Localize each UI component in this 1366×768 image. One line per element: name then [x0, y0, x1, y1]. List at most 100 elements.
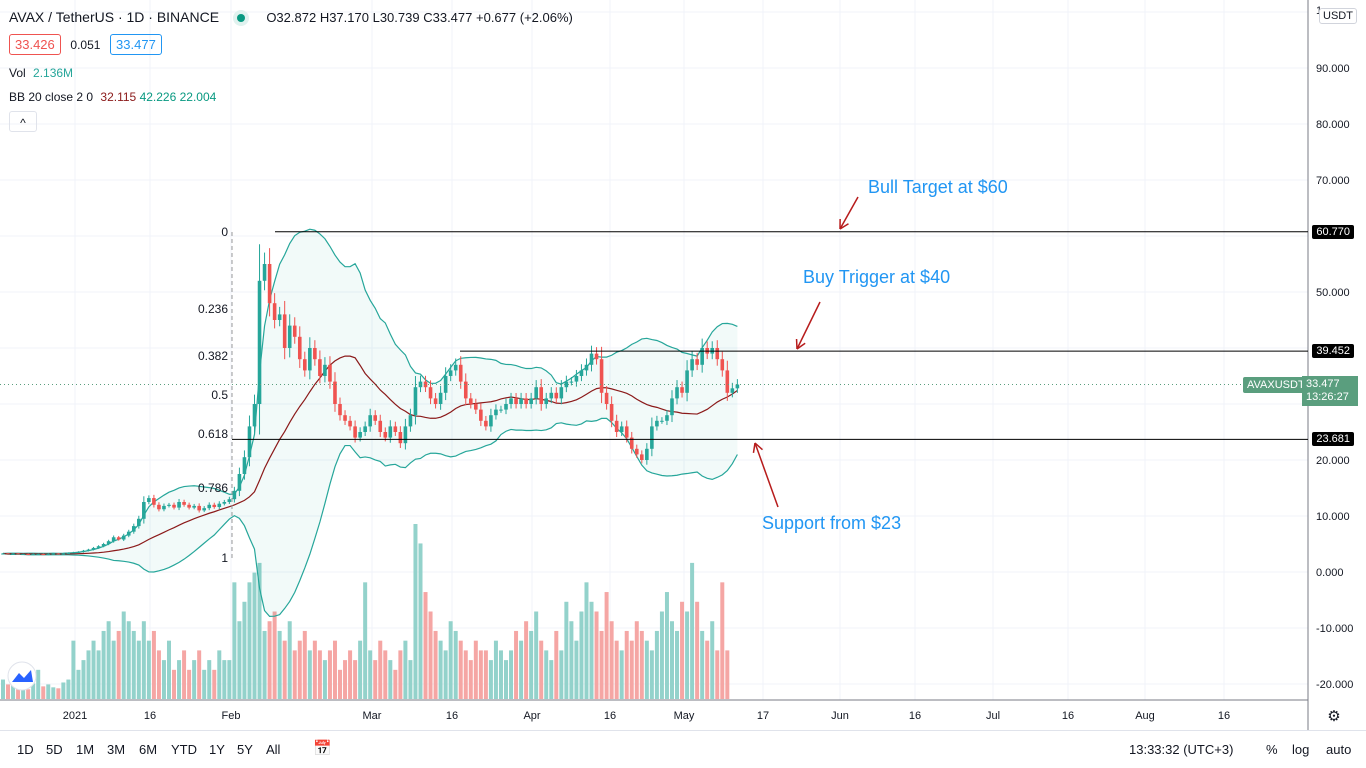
candle: [443, 376, 448, 393]
price-axis-label: -10.000: [1316, 623, 1353, 635]
volume-bar: [654, 630, 659, 699]
range-5y[interactable]: 5Y: [237, 742, 253, 757]
price-axis-label: 80.000: [1316, 119, 1350, 131]
candle: [353, 426, 357, 438]
volume-bar: [343, 660, 348, 699]
fib-label: 0: [221, 225, 228, 239]
range-1y[interactable]: 1Y: [209, 742, 225, 757]
bb-legend[interactable]: BB 20 close 2 0 32.115 42.226 22.004: [9, 90, 216, 104]
vol-value: 2.136M: [33, 66, 74, 80]
level-tag-23: 23.681: [1312, 432, 1354, 446]
collapse-legend-button[interactable]: ^: [9, 111, 37, 132]
range-5d[interactable]: 5D: [46, 742, 63, 757]
candle: [494, 409, 498, 416]
ohlc-change: +0.677 (+2.06%): [476, 10, 573, 25]
volume-bar: [644, 640, 649, 699]
candle: [423, 381, 428, 388]
log-toggle[interactable]: log: [1292, 742, 1310, 757]
candle: [650, 426, 654, 449]
candle: [272, 303, 277, 320]
candle: [137, 518, 141, 527]
volume-bar: [423, 592, 428, 699]
volume-bar: [116, 630, 121, 699]
range-6m[interactable]: 6M: [139, 742, 158, 757]
candle: [262, 264, 267, 281]
volume-bar: [348, 650, 353, 699]
level-tag-60: 60.770: [1312, 225, 1354, 239]
last-price: 33.477: [1306, 378, 1340, 390]
volume-bar: [488, 660, 493, 699]
buy-trigger-note[interactable]: Buy Trigger at $40: [803, 267, 951, 287]
bottom-toolbar: 1D 5D 1M 3M 6M YTD 1Y 5Y All 📅 13:33:32 (UTC+3) …: [0, 730, 1366, 768]
candle: [609, 404, 614, 421]
candle: [539, 387, 544, 404]
goto-date-icon[interactable]: 📅: [313, 740, 332, 757]
bb-upper: 42.226: [139, 90, 177, 104]
volume-bar: [86, 650, 91, 699]
range-3m[interactable]: 3M: [107, 742, 126, 757]
volume-bar: [675, 630, 680, 699]
bull-target-note[interactable]: Bull Target at $60: [868, 177, 1008, 197]
volume-bar: [101, 630, 106, 699]
candle: [91, 547, 96, 550]
candle: [358, 432, 362, 438]
support-note[interactable]: Support from $23: [762, 513, 902, 533]
price-axis-label: 0.000: [1316, 567, 1344, 579]
settings-gear-icon[interactable]: ⚙: [1327, 708, 1340, 725]
candle: [519, 398, 523, 404]
volume-bar: [564, 601, 569, 699]
chart-canvas[interactable]: 1 90.000 80.000 70.000 50.000 20.000 10.000 0.0…: [0, 0, 1366, 730]
volume-legend[interactable]: Vol 2.136M: [9, 66, 73, 80]
candle: [448, 370, 453, 376]
clock[interactable]: 13:33:32 (UTC+3): [1129, 742, 1234, 757]
range-1d[interactable]: 1D: [17, 742, 34, 757]
candle: [403, 426, 408, 444]
price-axis-label: 20.000: [1316, 455, 1350, 467]
time-axis-label: 16: [909, 710, 921, 722]
candle: [634, 448, 639, 455]
range-all[interactable]: All: [266, 742, 281, 757]
candle: [297, 336, 302, 360]
volume-bar: [292, 650, 297, 699]
candle: [157, 504, 161, 510]
candle: [21, 554, 25, 556]
range-1m[interactable]: 1M: [76, 742, 95, 757]
candle: [71, 552, 76, 554]
range-ytd[interactable]: YTD: [171, 742, 197, 757]
candle: [313, 348, 317, 360]
candle: [529, 398, 533, 404]
volume-bar: [121, 611, 126, 699]
candle: [624, 426, 629, 438]
volume-bar: [629, 640, 634, 699]
market-status-icon: [236, 14, 245, 22]
sell-button[interactable]: 33.426: [9, 34, 61, 55]
candle: [66, 552, 71, 554]
volume-bar: [634, 621, 639, 699]
arrow-head-icon: [839, 223, 849, 230]
price-axis[interactable]: [1309, 0, 1366, 730]
volume-bar: [267, 621, 272, 699]
candle: [51, 553, 56, 555]
candle: [6, 553, 10, 555]
candle: [594, 353, 599, 360]
candle: [338, 404, 342, 416]
buy-button[interactable]: 33.477: [110, 34, 162, 55]
candle: [569, 381, 574, 383]
volume-bar: [659, 611, 664, 699]
candle: [665, 415, 669, 421]
candle: [121, 535, 126, 540]
auto-toggle[interactable]: auto: [1326, 742, 1352, 757]
candle: [11, 553, 15, 555]
bb-label: BB 20 close 2 0: [9, 90, 94, 104]
percent-toggle[interactable]: %: [1266, 742, 1278, 757]
candle: [484, 420, 488, 427]
fib-label: 0.618: [198, 427, 228, 441]
symbol-title[interactable]: AVAX / TetherUS · 1D · BINANCE: [9, 9, 220, 25]
fib-label: 1: [221, 551, 228, 565]
volume-bar: [322, 660, 327, 699]
ohlc-close: C33.477: [423, 10, 473, 25]
candle: [217, 503, 222, 508]
candle: [413, 387, 418, 416]
volume-bar: [448, 621, 453, 699]
currency-button[interactable]: USDT: [1319, 8, 1357, 24]
